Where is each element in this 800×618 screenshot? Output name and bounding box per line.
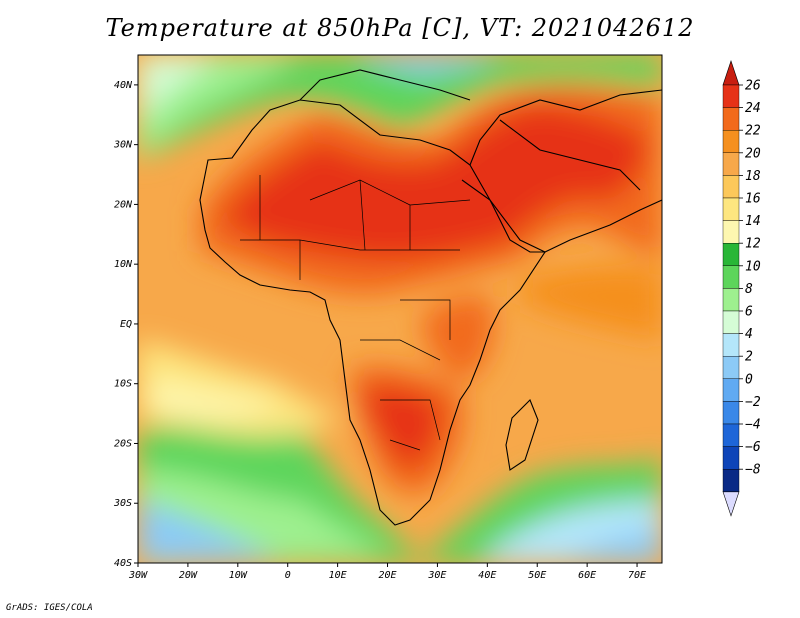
colorbar-swatch bbox=[722, 310, 740, 334]
lon-tick-label: 30W bbox=[128, 570, 148, 581]
colorbar-swatch bbox=[722, 446, 740, 470]
colorbar-swatch bbox=[722, 333, 740, 357]
colorbar-swatch bbox=[722, 175, 740, 199]
colorbar-swatch bbox=[722, 152, 740, 176]
lat-tick-label: 10S bbox=[114, 379, 132, 390]
lat-tick-label: 40N bbox=[114, 80, 133, 91]
colorbar-swatch bbox=[722, 288, 740, 312]
colorbar-swatch bbox=[722, 107, 740, 131]
lat-tick-label: 30N bbox=[113, 140, 133, 151]
lon-tick-label: 20E bbox=[378, 570, 396, 581]
colorbar-swatch bbox=[722, 469, 740, 493]
colorbar-swatch bbox=[722, 242, 740, 266]
lon-tick-label: 50E bbox=[528, 570, 546, 581]
lat-tick-label: EQ bbox=[120, 319, 132, 330]
colorbar-swatch bbox=[722, 423, 740, 447]
colorbar-label: −8 bbox=[745, 463, 761, 478]
colorbar-swatch bbox=[722, 401, 740, 425]
colorbar-label: −2 bbox=[745, 395, 761, 410]
colorbar-label: 12 bbox=[745, 237, 761, 252]
map-frame bbox=[137, 54, 663, 564]
lon-tick-label: 0 bbox=[285, 570, 291, 581]
lat-tick-label: 30S bbox=[113, 498, 132, 509]
colorbar-label: 6 bbox=[745, 305, 753, 320]
colorbar-label: 0 bbox=[745, 372, 753, 387]
lat-tick-label: 40S bbox=[114, 558, 132, 569]
colorbar-label: 2 bbox=[745, 350, 753, 365]
lon-tick-label: 30E bbox=[427, 570, 446, 581]
colorbar-swatch bbox=[722, 265, 740, 289]
lon-tick-label: 60E bbox=[578, 570, 596, 581]
lat-tick-label: 10N bbox=[114, 259, 133, 270]
colorbar-label: 20 bbox=[745, 146, 761, 161]
country-borders bbox=[240, 175, 471, 451]
lat-tick-label: 20S bbox=[114, 438, 132, 449]
colorbar-label: 10 bbox=[745, 259, 761, 274]
colorbar-swatch bbox=[722, 356, 740, 380]
lon-tick-label: 10E bbox=[329, 570, 347, 581]
colorbar-label: 24 bbox=[745, 101, 761, 116]
colorbar-swatch bbox=[722, 84, 740, 108]
lat-tick-label: 20N bbox=[114, 199, 133, 210]
colorbar-label: 18 bbox=[745, 169, 761, 184]
map-axes: 30W 20W 10W 0 10E 20E 30E 40E 50E 60E 70E 40N 30N 20N… bbox=[113, 80, 646, 581]
colorbar-label: 22 bbox=[745, 124, 761, 139]
colorbar-label: −4 bbox=[745, 418, 761, 433]
colorbar-top-arrow bbox=[722, 60, 740, 86]
colorbar-label: 16 bbox=[745, 192, 761, 207]
colorbar-label: 14 bbox=[745, 214, 761, 229]
grads-credit: GrADS: IGES/COLA bbox=[6, 603, 93, 613]
lon-tick-label: 70E bbox=[628, 570, 646, 581]
colorbar-swatch bbox=[722, 220, 740, 244]
colorbar-label: 4 bbox=[745, 327, 753, 342]
lon-tick-label: 40E bbox=[478, 570, 496, 581]
colorbar-label: 8 bbox=[745, 282, 753, 297]
temperature-field bbox=[138, 55, 662, 563]
colorbar-swatch bbox=[722, 197, 740, 221]
colorbar-bottom-arrow bbox=[722, 491, 740, 517]
lon-tick-label: 10W bbox=[229, 570, 248, 581]
lon-tick-label: 20W bbox=[179, 570, 198, 581]
colorbar-label: 26 bbox=[745, 79, 761, 94]
colorbar-swatch bbox=[722, 378, 740, 402]
colorbar-label: −6 bbox=[745, 440, 761, 455]
chart-title: Temperature at 850hPa [C], VT: 202104261… bbox=[105, 14, 695, 42]
colorbar-swatch bbox=[722, 129, 740, 153]
coastlines bbox=[199, 69, 662, 526]
